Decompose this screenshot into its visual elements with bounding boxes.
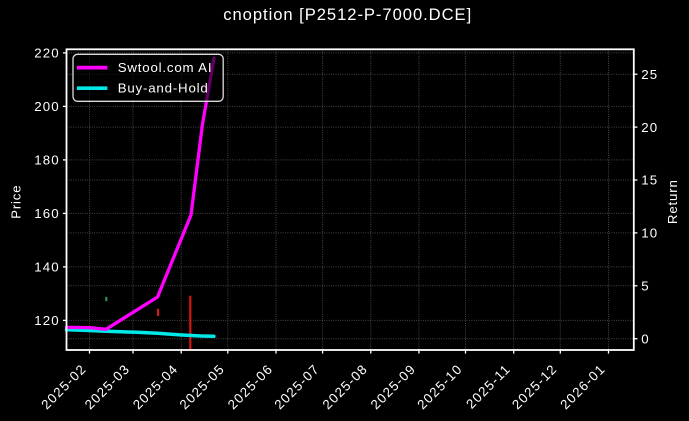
svg-text:120: 120 <box>34 313 60 328</box>
svg-text:20: 20 <box>641 120 658 135</box>
svg-text:15: 15 <box>641 173 658 188</box>
svg-text:220: 220 <box>34 46 60 61</box>
svg-text:200: 200 <box>34 99 60 114</box>
svg-text:Return: Return <box>665 179 680 224</box>
svg-text:0: 0 <box>641 331 650 346</box>
svg-text:160: 160 <box>34 206 60 221</box>
svg-text:180: 180 <box>34 153 60 168</box>
svg-text:25: 25 <box>641 67 658 82</box>
svg-text:Buy-and-Hold: Buy-and-Hold <box>118 81 209 96</box>
svg-text:5: 5 <box>641 279 650 294</box>
svg-text:cnoption [P2512-P-7000.DCE]: cnoption [P2512-P-7000.DCE] <box>223 5 472 24</box>
svg-text:10: 10 <box>641 226 658 241</box>
svg-text:Price: Price <box>9 185 24 219</box>
svg-text:140: 140 <box>34 260 60 275</box>
svg-text:Swtool.com AI: Swtool.com AI <box>118 60 213 75</box>
